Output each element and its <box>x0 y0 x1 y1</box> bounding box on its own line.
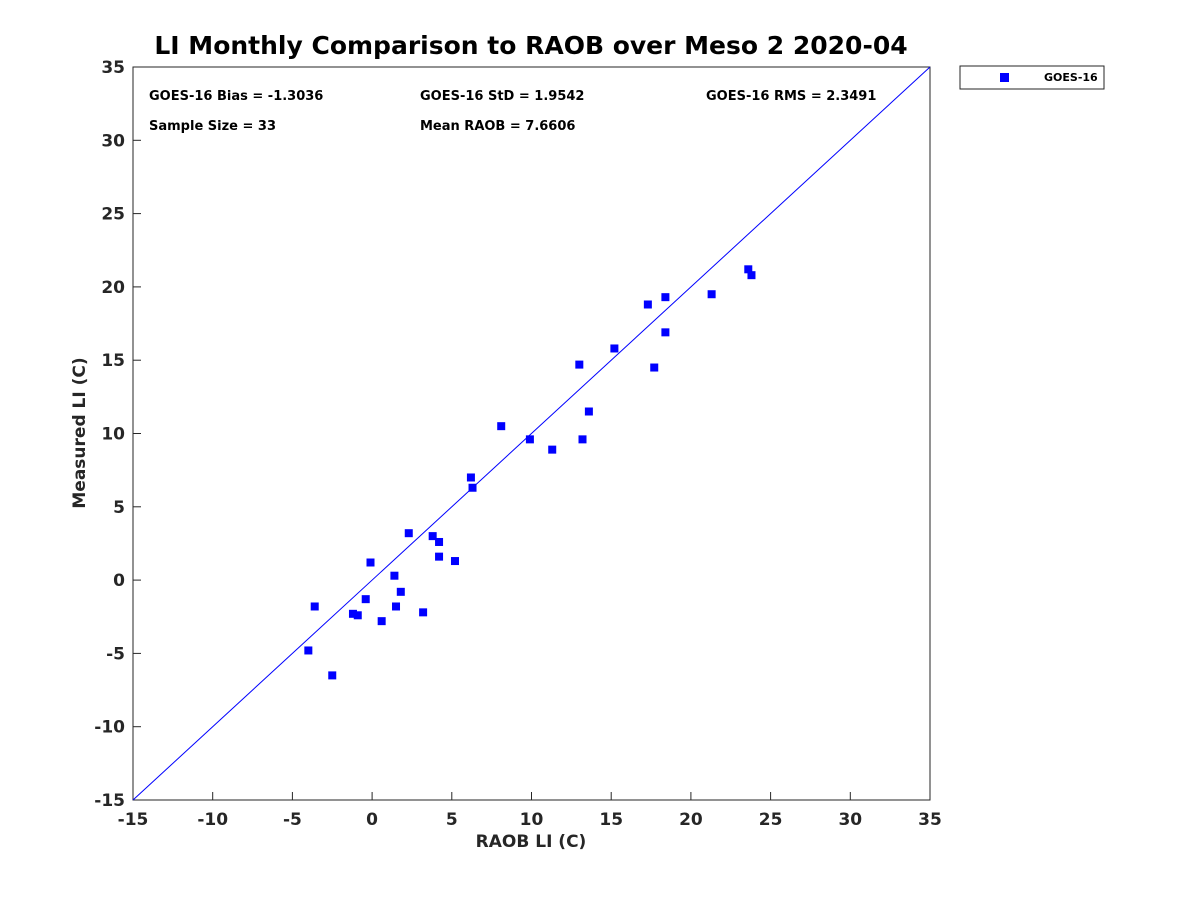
y-tick-label: 5 <box>113 498 125 518</box>
x-tick-label: 25 <box>759 810 783 830</box>
one-to-one-reference-line <box>132 66 931 801</box>
y-tick-label: -5 <box>106 644 125 664</box>
x-tick-label: 30 <box>838 810 862 830</box>
data-point <box>366 558 375 567</box>
y-tick-label: -10 <box>94 718 125 738</box>
mean-raob-annotation: Mean RAOB = 7.6606 <box>420 119 575 134</box>
data-point <box>404 529 413 538</box>
legend-square-marker-icon <box>1000 73 1009 82</box>
data-point <box>392 602 401 611</box>
x-tick-label: 35 <box>918 810 942 830</box>
data-point <box>361 595 370 604</box>
data-point <box>661 293 670 302</box>
y-tick-label: 15 <box>101 351 125 371</box>
data-point <box>435 537 444 546</box>
y-tick-label: 20 <box>101 278 125 298</box>
y-tick-label: 25 <box>101 205 125 225</box>
data-point <box>525 435 534 444</box>
data-point <box>575 360 584 369</box>
data-point <box>328 671 337 680</box>
y-tick-label: -15 <box>94 791 125 811</box>
x-axis-label: RAOB LI (C) <box>476 832 587 852</box>
data-point <box>435 552 444 561</box>
x-axis-ticks: -15 -10 -5 0 5 10 15 20 25 30 35 <box>118 792 942 830</box>
data-point <box>650 363 659 372</box>
y-axis-ticks: -15 -10 -5 0 5 10 15 20 25 30 35 <box>94 58 141 811</box>
chart-title: LI Monthly Comparison to RAOB over Meso … <box>154 31 907 60</box>
data-point <box>353 611 362 620</box>
data-point <box>419 608 428 617</box>
data-point <box>396 587 405 596</box>
std-annotation: GOES-16 StD = 1.9542 <box>420 89 584 104</box>
data-point <box>548 445 557 454</box>
data-point <box>584 407 593 416</box>
data-point <box>390 571 399 580</box>
data-point <box>643 300 652 309</box>
data-point <box>310 602 319 611</box>
rms-annotation: GOES-16 RMS = 2.3491 <box>706 89 876 104</box>
x-tick-label: 15 <box>599 810 623 830</box>
x-tick-label: 0 <box>366 810 378 830</box>
x-tick-label: 5 <box>446 810 458 830</box>
data-point <box>468 483 477 492</box>
sample-size-annotation: Sample Size = 33 <box>149 119 276 134</box>
data-point <box>578 435 587 444</box>
data-point <box>610 344 619 353</box>
legend-label-goes16: GOES-16 <box>1044 71 1098 84</box>
data-point <box>377 617 386 626</box>
bias-annotation: GOES-16 Bias = -1.3036 <box>149 89 323 104</box>
y-tick-label: 30 <box>101 131 125 151</box>
x-tick-label: -15 <box>118 810 149 830</box>
data-point <box>348 609 357 618</box>
data-point <box>428 532 437 541</box>
data-point <box>450 557 459 566</box>
data-point <box>497 422 506 431</box>
data-point <box>747 271 756 280</box>
data-point <box>304 646 313 655</box>
y-tick-label: 0 <box>113 571 125 591</box>
data-point <box>744 265 753 274</box>
x-tick-label: 20 <box>679 810 703 830</box>
data-point <box>707 290 716 299</box>
y-tick-label: 10 <box>101 425 125 445</box>
legend: GOES-16 <box>959 65 1105 90</box>
data-point <box>661 328 670 337</box>
y-axis-label: Measured LI (C) <box>70 357 90 508</box>
x-tick-label: -10 <box>197 810 228 830</box>
y-tick-label: 35 <box>101 58 125 78</box>
x-tick-label: 10 <box>520 810 544 830</box>
goes16-series <box>304 265 756 680</box>
x-tick-label: -5 <box>283 810 302 830</box>
legend-box <box>959 65 1105 90</box>
data-point <box>466 473 475 482</box>
